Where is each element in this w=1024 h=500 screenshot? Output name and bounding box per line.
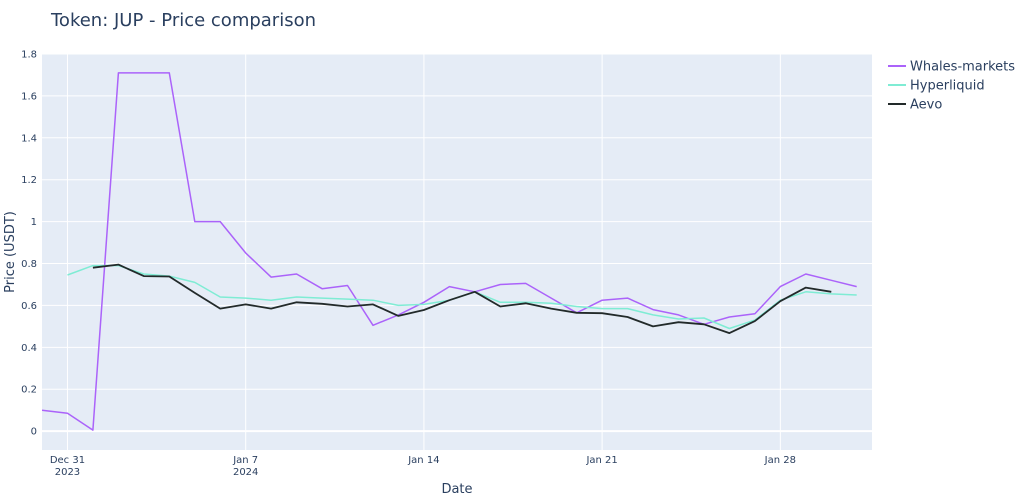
x-tick-label: Jan 14 [407,455,439,466]
x-axis-label: Date [441,482,472,497]
grid-lines [42,53,872,450]
x-tick-label: Dec 31 [50,455,85,466]
chart-title: Token: JUP - Price comparison [50,10,316,31]
y-tick-label: 0.4 [21,343,37,354]
y-tick-label: 0 [31,427,37,438]
series-lines [42,72,857,431]
y-tick-label: 1 [31,217,37,228]
x-tick-year-label: 2023 [55,467,80,478]
legend[interactable]: Whales-markets Hyperliquid Aevo [888,60,1015,113]
x-tick-label: Jan 21 [585,455,617,466]
x-tick-year-label: 2024 [233,467,258,478]
x-tick-label: Jan 7 [232,455,258,466]
y-tick-label: 1.2 [21,175,37,186]
legend-item-whales-markets[interactable]: Whales-markets [888,60,1015,75]
y-axis-ticks: 0 0.2 0.4 0.6 0.8 1 1.2 1.4 1.6 1.8 [21,50,37,438]
legend-label: Whales-markets [910,60,1015,75]
y-tick-label: 0.8 [21,259,37,270]
legend-item-aevo[interactable]: Aevo [888,98,942,113]
series-line-whales-markets [42,72,857,431]
y-tick-label: 1.4 [21,133,37,144]
y-axis-label: Price (USDT) [3,211,18,293]
y-tick-label: 1.6 [21,91,37,102]
series-line-aevo [92,263,832,335]
legend-label: Hyperliquid [910,79,985,94]
plot-area [42,54,872,450]
y-tick-label: 1.8 [21,50,37,61]
legend-item-hyperliquid[interactable]: Hyperliquid [888,79,985,94]
legend-label: Aevo [910,98,942,113]
x-tick-label: Jan 28 [764,455,796,466]
y-tick-label: 0.6 [21,301,37,312]
y-tick-label: 0.2 [21,385,37,396]
